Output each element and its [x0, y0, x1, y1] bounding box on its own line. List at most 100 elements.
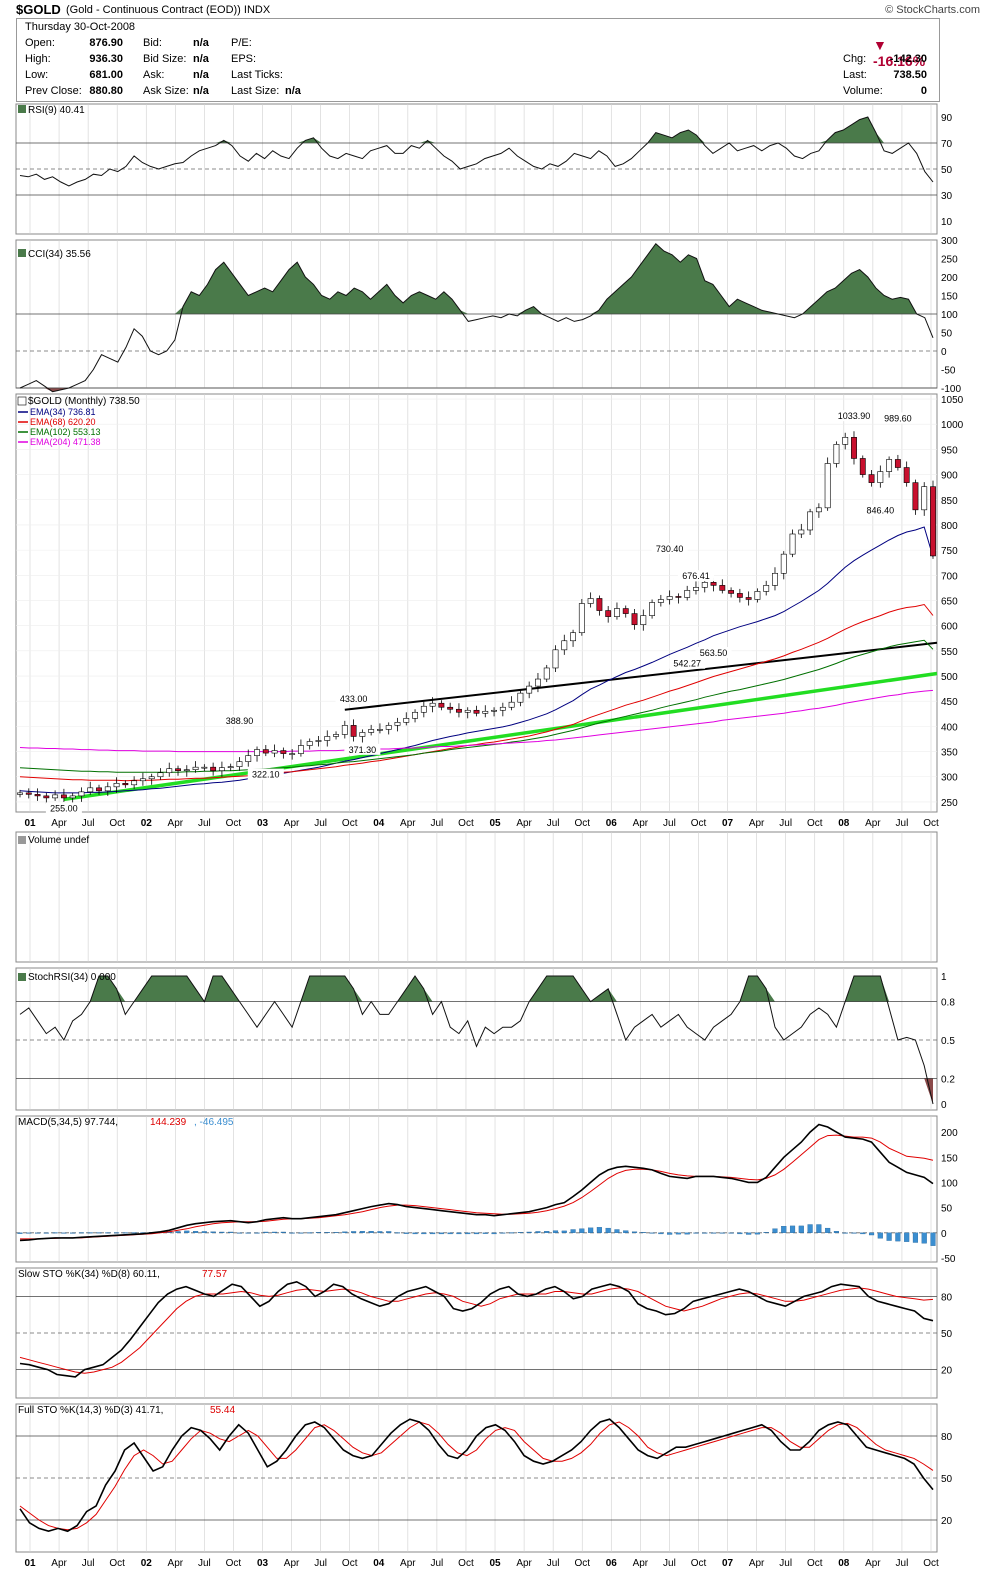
macd-histogram-bar	[912, 1232, 919, 1243]
macd-histogram-bar	[860, 1232, 866, 1235]
rsi-icon	[18, 105, 26, 113]
x-tick-label: Jul	[431, 818, 444, 829]
candle-body	[657, 599, 664, 603]
candle-body	[631, 613, 638, 625]
ask-label: Ask:	[143, 69, 165, 81]
annotation-bg	[879, 412, 916, 424]
candle-body	[148, 776, 155, 780]
macd-histogram-bar	[737, 1232, 743, 1235]
price-annotation: 846.40	[867, 506, 895, 516]
candle-body	[438, 702, 445, 708]
price-tick-label: 950	[941, 445, 958, 456]
slow-sto-k-line	[19, 1280, 934, 1378]
macd-tick-label: -50	[941, 1254, 956, 1265]
macd-histogram-bar	[87, 1232, 93, 1234]
macd-histogram-bar	[807, 1224, 813, 1233]
full-sto-panel	[15, 1403, 938, 1553]
x-tick-label: Oct	[923, 818, 939, 829]
x-tick-label: 07	[722, 818, 734, 829]
candle-body	[34, 794, 41, 797]
macd-histogram-bar	[465, 1232, 471, 1235]
macd-histogram-bar	[500, 1232, 506, 1234]
x-tick-label: 08	[838, 818, 850, 829]
annotation-bg	[862, 504, 899, 516]
candle-body	[447, 706, 454, 710]
macd-histogram-bar	[272, 1231, 278, 1233]
price-annotation: 388.90	[226, 716, 254, 726]
x-tick-label: Oct	[342, 818, 358, 829]
x-tick-label-bottom: Apr	[284, 1558, 300, 1569]
candle-body	[903, 467, 910, 483]
candle-body	[868, 474, 875, 483]
ask-size-value: n/a	[193, 85, 209, 97]
x-tick-label: 06	[606, 818, 618, 829]
rsi-tick-label: 30	[941, 191, 953, 202]
price-annotation: 676.41	[682, 571, 710, 581]
macd-panel	[15, 1115, 938, 1263]
high-value: 936.30	[89, 53, 123, 65]
cci-tick-label: 200	[941, 273, 958, 284]
macd-histogram-bar	[667, 1232, 673, 1235]
x-tick-label-bottom: Apr	[749, 1558, 765, 1569]
source-credit[interactable]: © StockCharts.com	[885, 4, 980, 16]
annotation-bg	[835, 410, 872, 422]
candle-body	[842, 437, 849, 445]
candle-body	[894, 459, 901, 468]
x-tick-label: 04	[373, 818, 385, 829]
price-tick-label: 300	[941, 773, 958, 784]
macd-histogram-bar	[868, 1232, 875, 1236]
price-tick-label: 900	[941, 471, 958, 482]
price-title: $GOLD (Monthly) 738.50	[28, 396, 140, 407]
candle-body	[693, 587, 699, 591]
rsi-tick-label: 70	[941, 139, 953, 150]
candle-body	[798, 529, 805, 535]
macd-histogram-bar	[122, 1232, 128, 1234]
macd-title: MACD(5,34,5) 97.744,	[18, 1117, 118, 1128]
candle-body	[254, 749, 260, 756]
ask-size-label: Ask Size:	[143, 85, 189, 97]
candle-body	[306, 741, 313, 746]
x-tick-label: Oct	[691, 818, 707, 829]
x-tick-label: Jul	[547, 818, 560, 829]
volume-label: Volume:	[843, 85, 883, 97]
candle-body	[763, 585, 770, 592]
candle-body	[745, 597, 752, 600]
candle-body	[227, 766, 234, 768]
macd-signal-value: 144.239	[150, 1117, 187, 1128]
macd-histogram-bar	[842, 1232, 848, 1234]
x-tick-label-bottom: Apr	[400, 1558, 416, 1569]
stochrsi-high-fill	[20, 976, 933, 1002]
candle-body	[43, 795, 50, 799]
candle-body	[403, 718, 410, 723]
x-tick-label: Apr	[284, 818, 300, 829]
candle-body	[464, 709, 471, 713]
price-annotation: 730.40	[656, 544, 684, 554]
last-ticks-label: Last Ticks:	[231, 69, 283, 81]
macd-histogram-bar	[228, 1231, 234, 1233]
annotation-bg	[335, 692, 372, 704]
candle-body	[377, 729, 383, 731]
macd-histogram-bar	[70, 1232, 76, 1234]
macd-histogram-bar	[359, 1231, 365, 1233]
candle-body	[736, 593, 743, 598]
candle-body	[930, 486, 936, 557]
candle-body	[789, 533, 796, 555]
candle-body	[394, 722, 401, 726]
x-tick-label-bottom: Oct	[691, 1558, 707, 1569]
candle-body	[324, 736, 331, 741]
x-tick-label-bottom: 03	[257, 1558, 269, 1569]
price-annotation: 563.50	[700, 648, 728, 658]
x-tick-label: Apr	[51, 818, 67, 829]
x-tick-label: Jul	[896, 818, 909, 829]
cci-tick-label: -50	[941, 366, 956, 377]
x-tick-label-bottom: Apr	[51, 1558, 67, 1569]
candle-body	[473, 709, 480, 714]
macd-histogram-bar	[394, 1232, 401, 1234]
ema-legend-label: EMA(68) 620.20	[30, 417, 96, 427]
candle-body	[596, 598, 603, 611]
annotation-bg	[247, 768, 284, 780]
candle-body	[526, 685, 533, 694]
macd-histogram-bar	[789, 1225, 796, 1233]
candle-body	[60, 794, 67, 799]
